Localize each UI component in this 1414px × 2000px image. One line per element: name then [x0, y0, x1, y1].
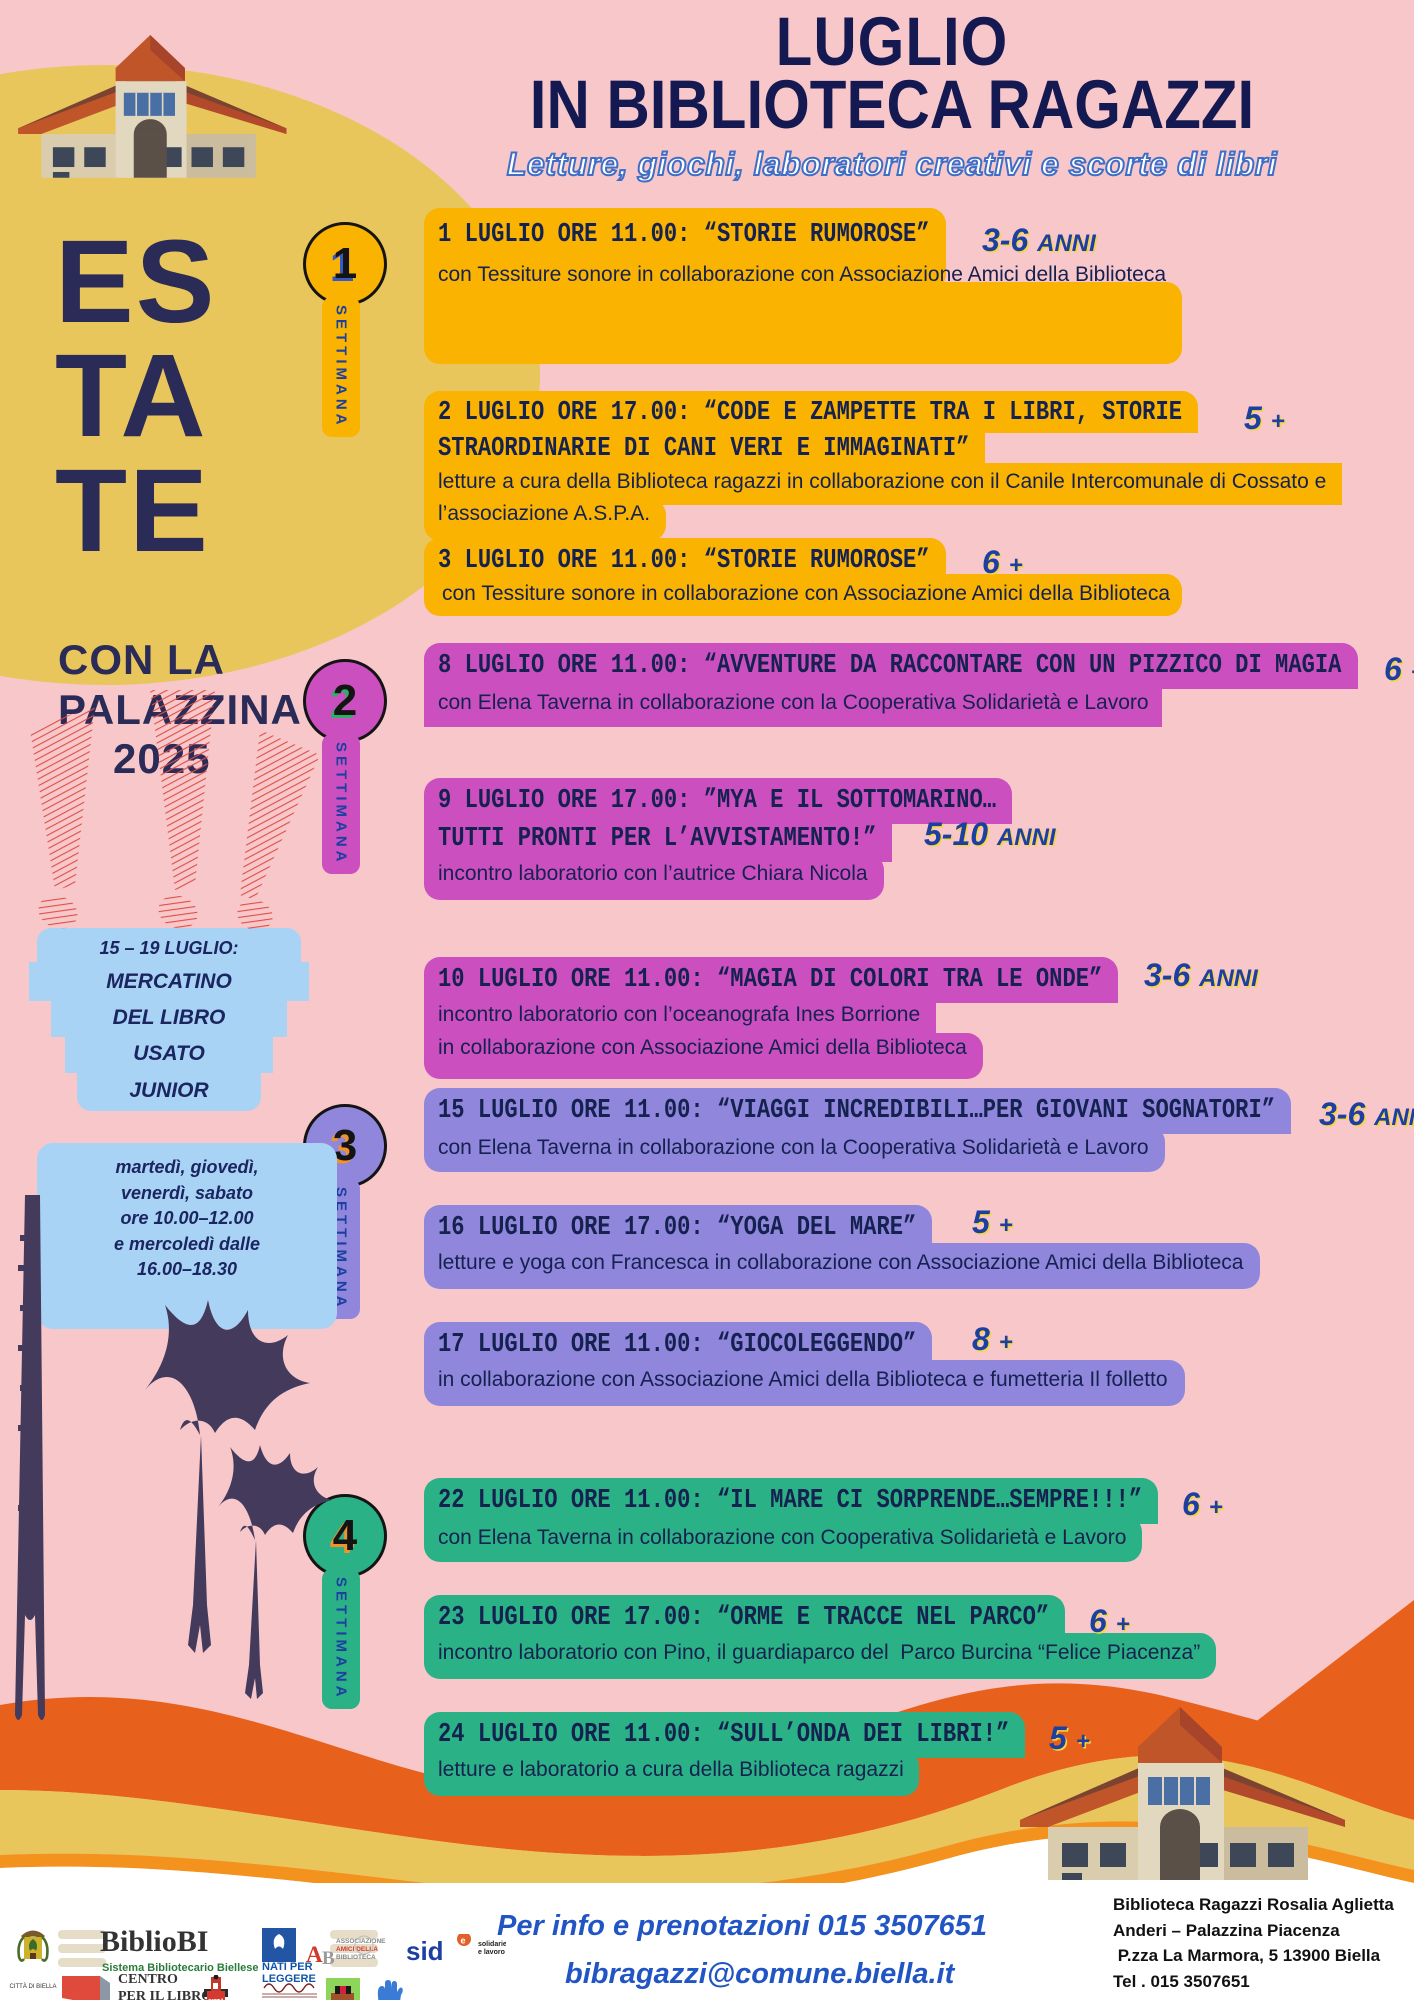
svg-text:BIBLIOTECA: BIBLIOTECA	[336, 1954, 376, 1961]
svg-text:ASSOCIAZIONE: ASSOCIAZIONE	[336, 1938, 386, 1945]
svg-text:A: A	[306, 1942, 323, 1967]
svg-text:B: B	[322, 1948, 335, 1968]
svg-text:sid: sid	[406, 1936, 444, 1966]
svg-text:e lavoro: e lavoro	[478, 1949, 505, 1956]
svg-text:e: e	[461, 1936, 466, 1946]
